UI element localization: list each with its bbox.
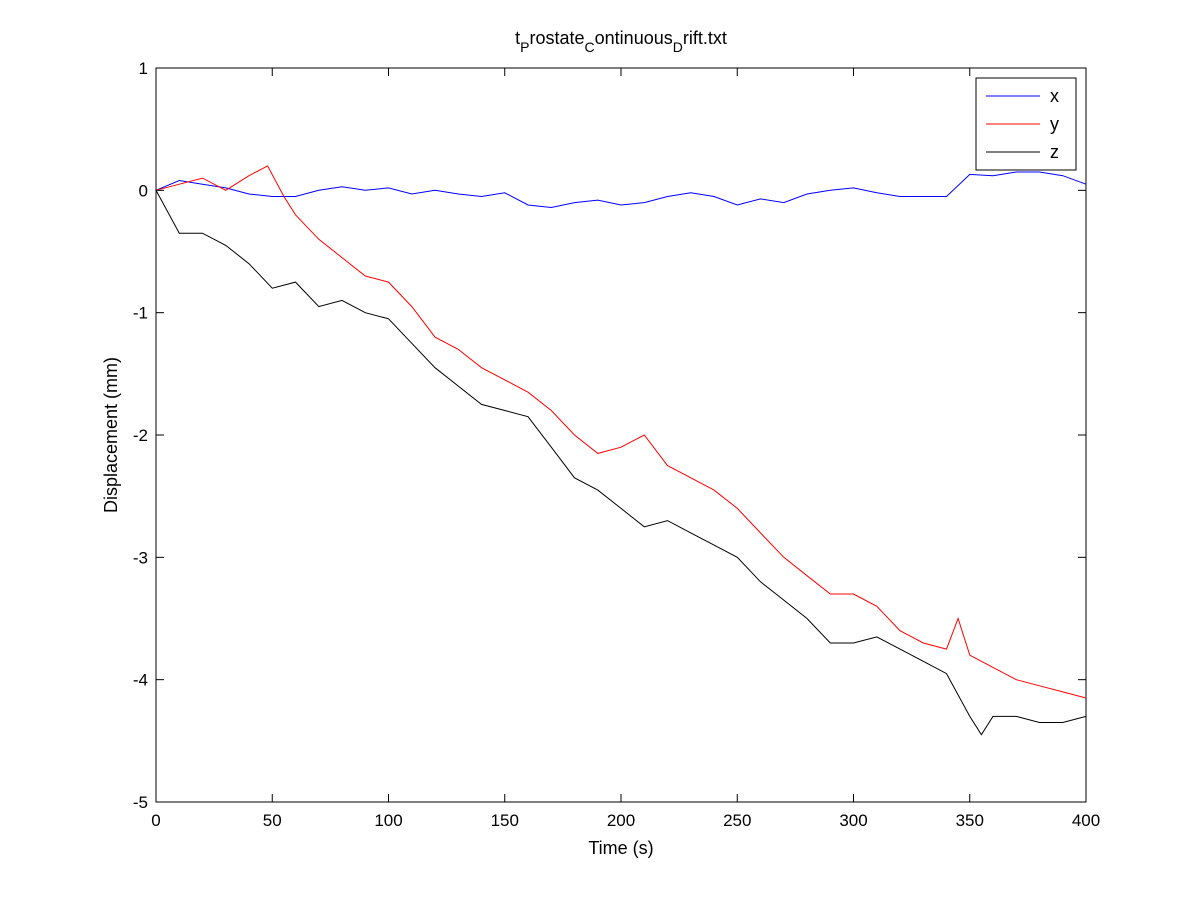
series-line-z <box>155 190 1087 736</box>
plot-area <box>155 67 1087 803</box>
legend-label-y: y <box>1050 114 1059 134</box>
legend: xyz <box>975 77 1077 171</box>
x-tick-label: 250 <box>723 811 751 830</box>
y-tick-label: -4 <box>133 671 148 690</box>
chart-title: tProstateContinuousDrift.txt <box>515 28 727 55</box>
y-tick-label: -3 <box>133 548 148 567</box>
title-part: C <box>585 39 595 55</box>
y-tick-label: -5 <box>133 793 148 812</box>
x-tick-label: 200 <box>607 811 635 830</box>
x-tick-label: 100 <box>374 811 402 830</box>
x-tick-label: 50 <box>263 811 282 830</box>
y-tick-label: -2 <box>133 426 148 445</box>
x-tick-label: 0 <box>151 811 160 830</box>
title-part: rostate <box>530 28 585 48</box>
x-tick-label: 350 <box>956 811 984 830</box>
title-part: t <box>515 28 520 48</box>
title-part: P <box>520 39 529 55</box>
y-tick-label: 1 <box>139 59 148 78</box>
legend-label-z: z <box>1050 142 1059 162</box>
title-part: D <box>673 39 683 55</box>
x-tick-label: 400 <box>1072 811 1100 830</box>
x-tick-label: 300 <box>839 811 867 830</box>
legend-label-x: x <box>1050 86 1059 106</box>
series-line-y <box>155 165 1087 699</box>
x-axis-label: Time (s) <box>588 838 653 858</box>
title-part: rift.txt <box>683 28 727 48</box>
title-part: ontinuous <box>595 28 673 48</box>
series-line-x <box>155 171 1087 209</box>
tick-layer: 0 50 100 150 200 250 300 350 400 -5 -4 -3 -2 -1 0 1 <box>133 59 1100 830</box>
y-tick-label: -1 <box>133 304 148 323</box>
x-tick-label: 150 <box>491 811 519 830</box>
series-layer <box>155 165 1087 736</box>
y-axis-label: Displacement (mm) <box>101 357 121 513</box>
y-tick-label: 0 <box>139 181 148 200</box>
